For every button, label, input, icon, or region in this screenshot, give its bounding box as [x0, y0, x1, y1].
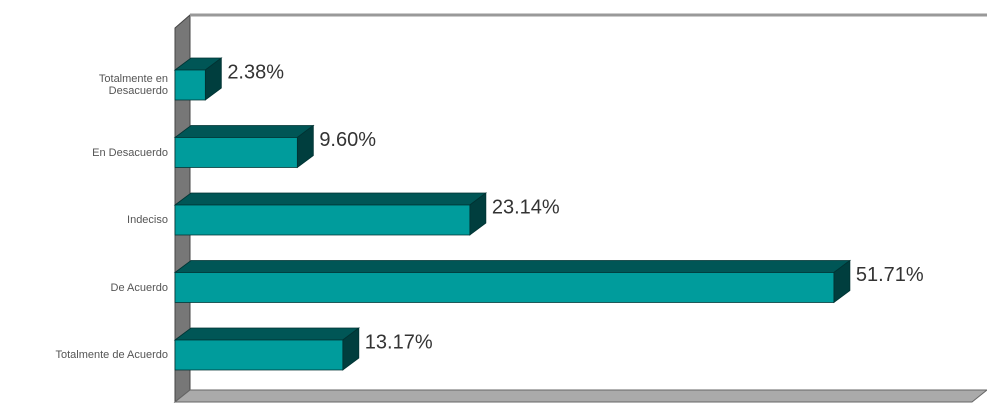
bar: [173, 124, 315, 169]
bar-top: [173, 327, 361, 341]
value-label: 9.60%: [319, 129, 376, 151]
bar-front: [174, 339, 344, 371]
category-label: Totalmente en Desacuerdo: [98, 73, 168, 97]
bar-front: [174, 204, 471, 236]
category-label: Indeciso: [127, 214, 168, 226]
value-label: 13.17%: [365, 331, 433, 353]
bar-top: [173, 260, 852, 273]
bar: [173, 259, 852, 304]
category-label: En Desacuerdo: [92, 146, 168, 159]
bar-top: [173, 125, 315, 138]
bar: [173, 192, 488, 236]
bar-top: [173, 192, 488, 206]
bar-front: [174, 272, 835, 303]
category-label: Totalmente de Acuerdo: [55, 349, 168, 361]
value-label: 23.14%: [492, 196, 560, 218]
bar-front: [174, 137, 298, 168]
floor: [173, 389, 987, 403]
category-label: De Acuerdo: [110, 281, 168, 294]
bar: [173, 57, 223, 101]
bar: [173, 327, 361, 371]
value-label: 51.71%: [856, 264, 924, 286]
bar-front: [174, 69, 206, 101]
value-label: 2.38%: [227, 61, 284, 83]
